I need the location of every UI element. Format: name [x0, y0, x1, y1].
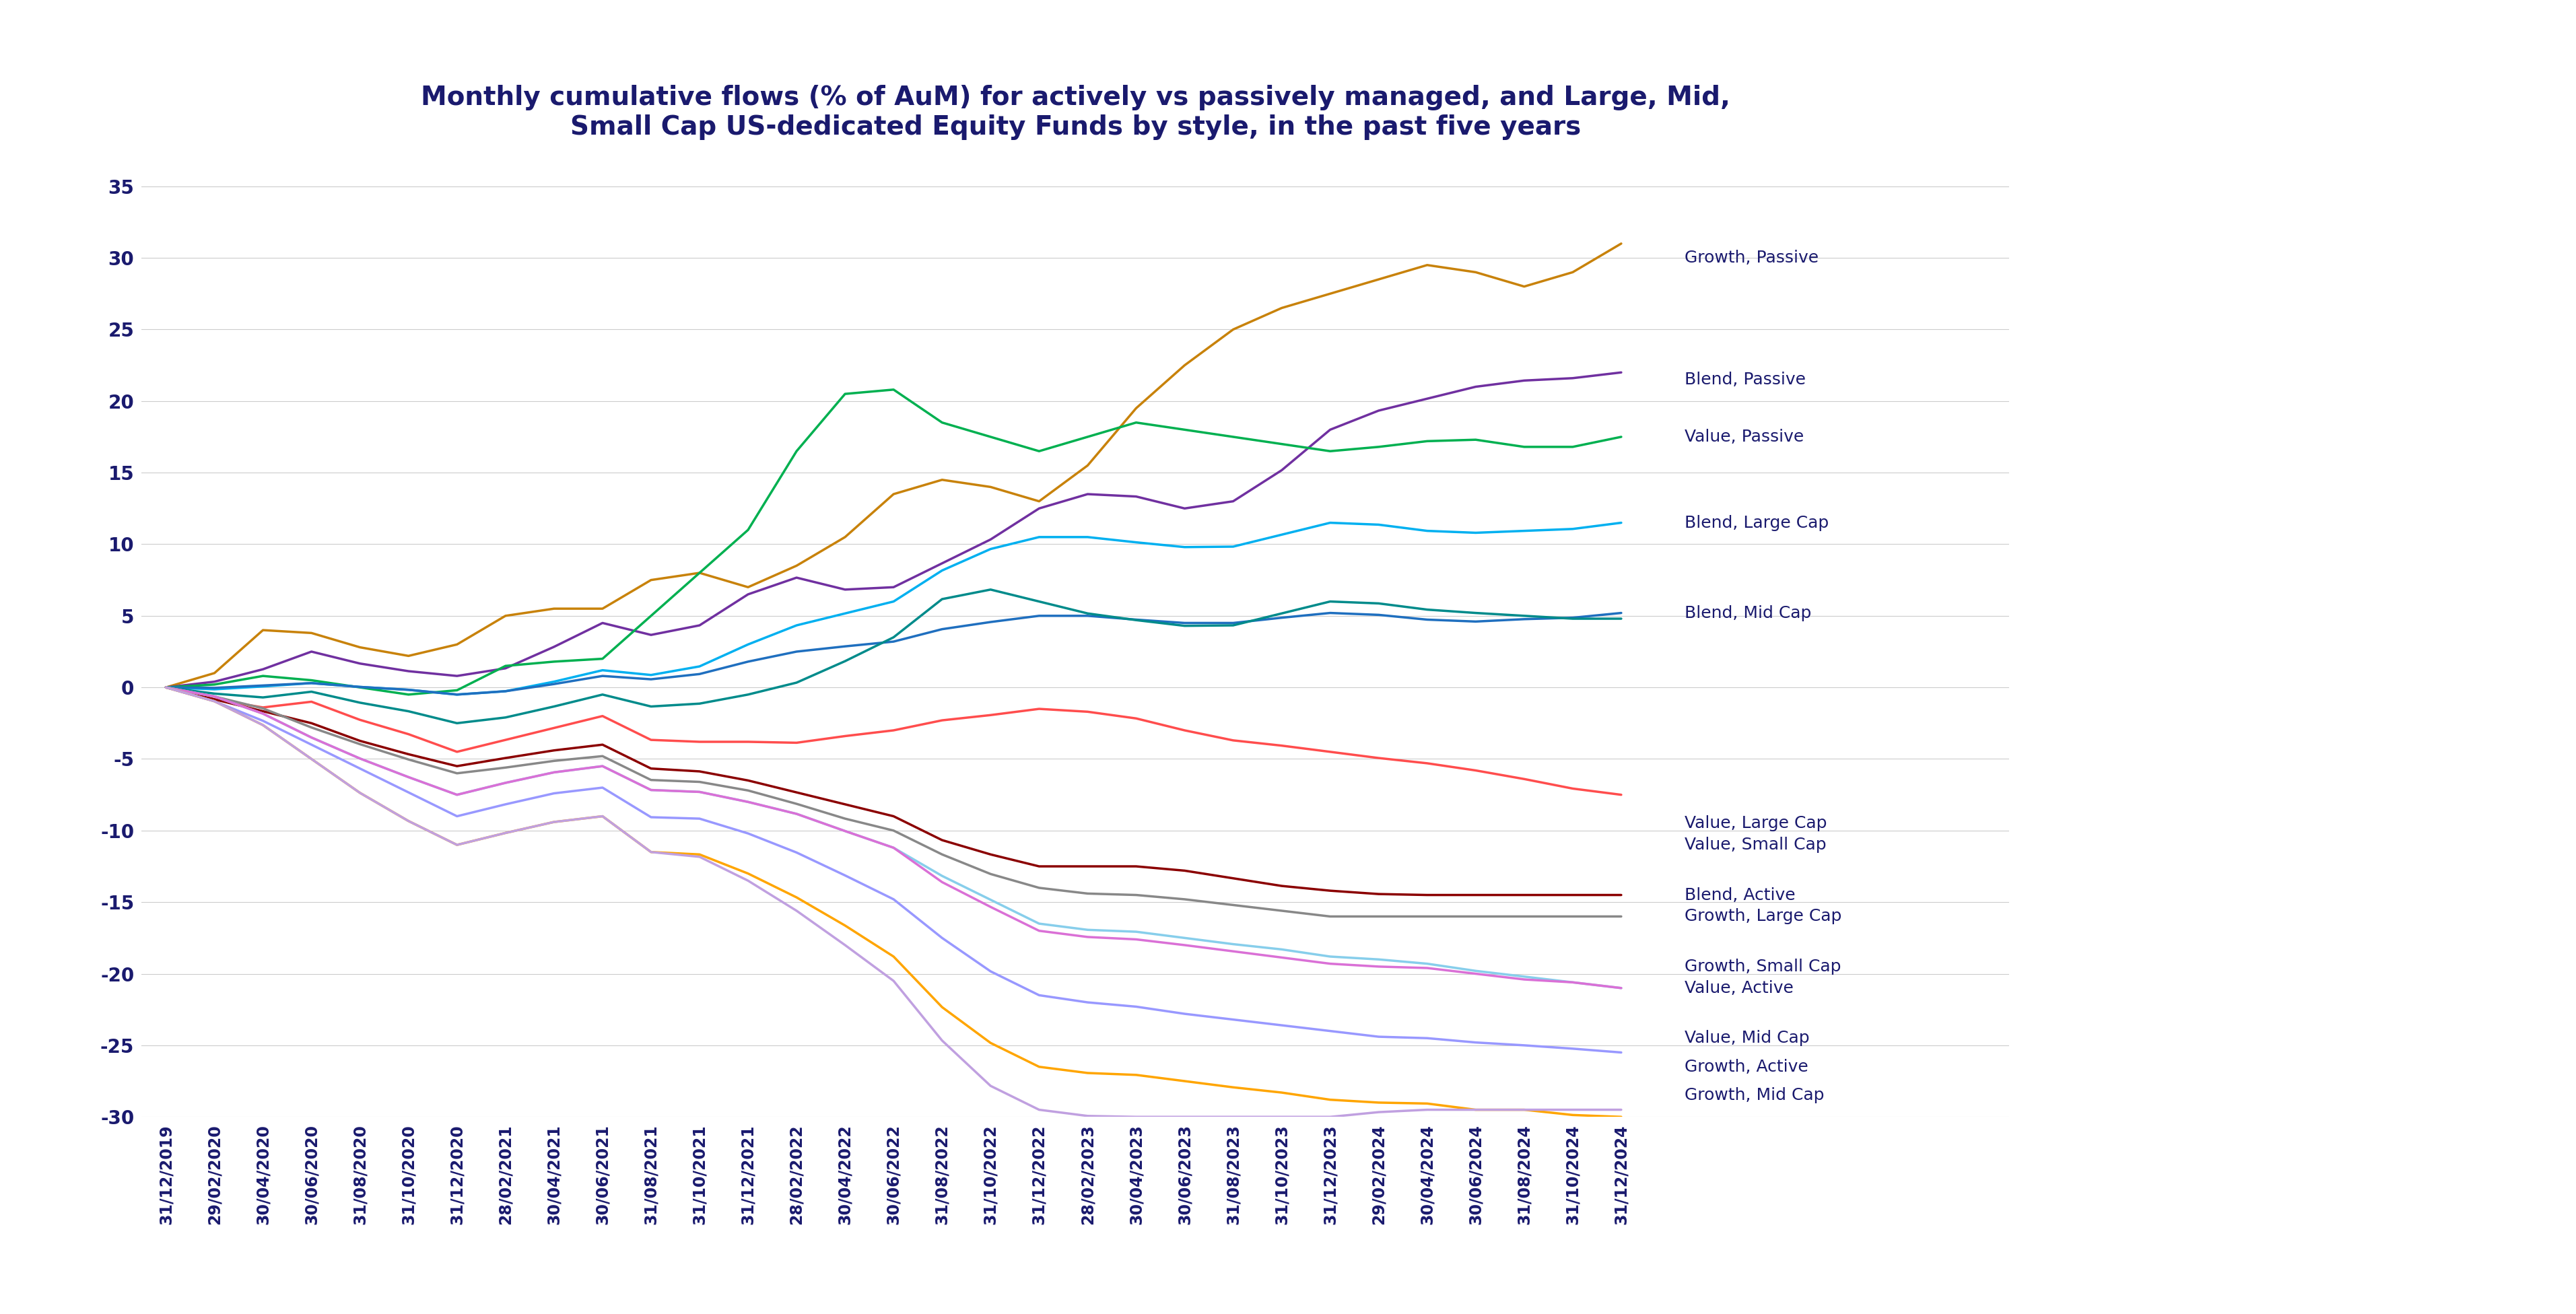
Text: Value, Active: Value, Active: [1685, 980, 1793, 996]
Text: Blend, Mid Cap: Blend, Mid Cap: [1685, 604, 1811, 622]
Text: Growth, Active: Growth, Active: [1685, 1059, 1808, 1075]
Text: Blend, Active: Blend, Active: [1685, 887, 1795, 903]
Text: Blend, Large Cap: Blend, Large Cap: [1685, 515, 1829, 531]
Text: Growth, Large Cap: Growth, Large Cap: [1685, 908, 1842, 925]
Text: Growth, Mid Cap: Growth, Mid Cap: [1685, 1088, 1824, 1104]
Text: Value, Large Cap: Value, Large Cap: [1685, 815, 1826, 832]
Text: Blend, Passive: Blend, Passive: [1685, 372, 1806, 388]
Text: Value, Mid Cap: Value, Mid Cap: [1685, 1030, 1808, 1046]
Text: Value, Passive: Value, Passive: [1685, 428, 1803, 445]
Title: Monthly cumulative flows (% of AuM) for actively vs passively managed, and Large: Monthly cumulative flows (% of AuM) for …: [420, 84, 1731, 139]
Text: Value, Small Cap: Value, Small Cap: [1685, 837, 1826, 853]
Text: Growth, Small Cap: Growth, Small Cap: [1685, 958, 1842, 975]
Text: Growth, Passive: Growth, Passive: [1685, 250, 1819, 265]
